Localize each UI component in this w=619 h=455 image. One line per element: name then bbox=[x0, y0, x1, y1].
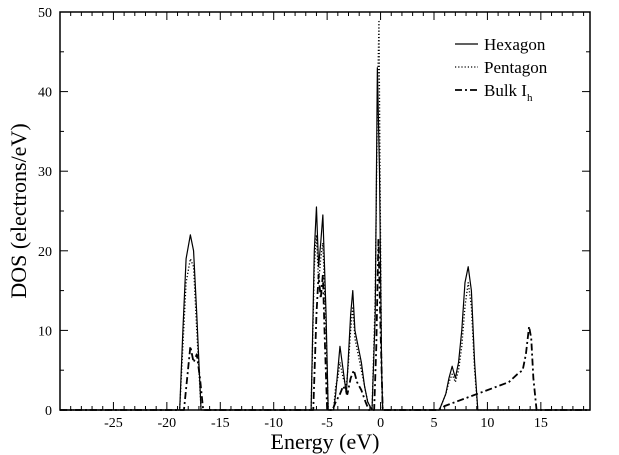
y-tick-label: 0 bbox=[45, 404, 52, 419]
legend: Hexagon Pentagon Bulk Ih bbox=[455, 35, 548, 104]
y-tick-label: 50 bbox=[38, 6, 52, 21]
x-tick-label: 10 bbox=[480, 416, 494, 431]
x-tick-label: 0 bbox=[377, 416, 384, 431]
tick-labels: -25 -20 -15 -10 -5 0 5 10 15 0 10 20 30 40 50 bbox=[38, 6, 548, 431]
x-tick-label: -5 bbox=[321, 416, 333, 431]
y-axis-label: DOS (electrons/eV) bbox=[6, 123, 31, 298]
series-line-dotted bbox=[60, 19, 590, 411]
x-tick-label: -10 bbox=[264, 416, 283, 431]
x-tick-label: 15 bbox=[534, 416, 548, 431]
legend-label: Hexagon bbox=[484, 35, 546, 54]
x-tick-label: -25 bbox=[104, 416, 123, 431]
legend-label: Bulk Ih bbox=[484, 81, 533, 104]
x-tick-label: -15 bbox=[211, 416, 230, 431]
y-tick-label: 40 bbox=[38, 86, 52, 101]
series-lines bbox=[60, 19, 590, 411]
y-tick-label: 10 bbox=[38, 324, 52, 339]
legend-label: Pentagon bbox=[484, 58, 548, 77]
x-tick-label: -20 bbox=[158, 416, 177, 431]
x-tick-label: 5 bbox=[430, 416, 437, 431]
y-tick-label: 20 bbox=[38, 245, 52, 260]
plot-frame bbox=[59, 11, 591, 411]
y-tick-label: 30 bbox=[38, 165, 52, 180]
x-axis-label: Energy (eV) bbox=[271, 429, 380, 454]
series-line-dash-dot bbox=[60, 237, 590, 411]
